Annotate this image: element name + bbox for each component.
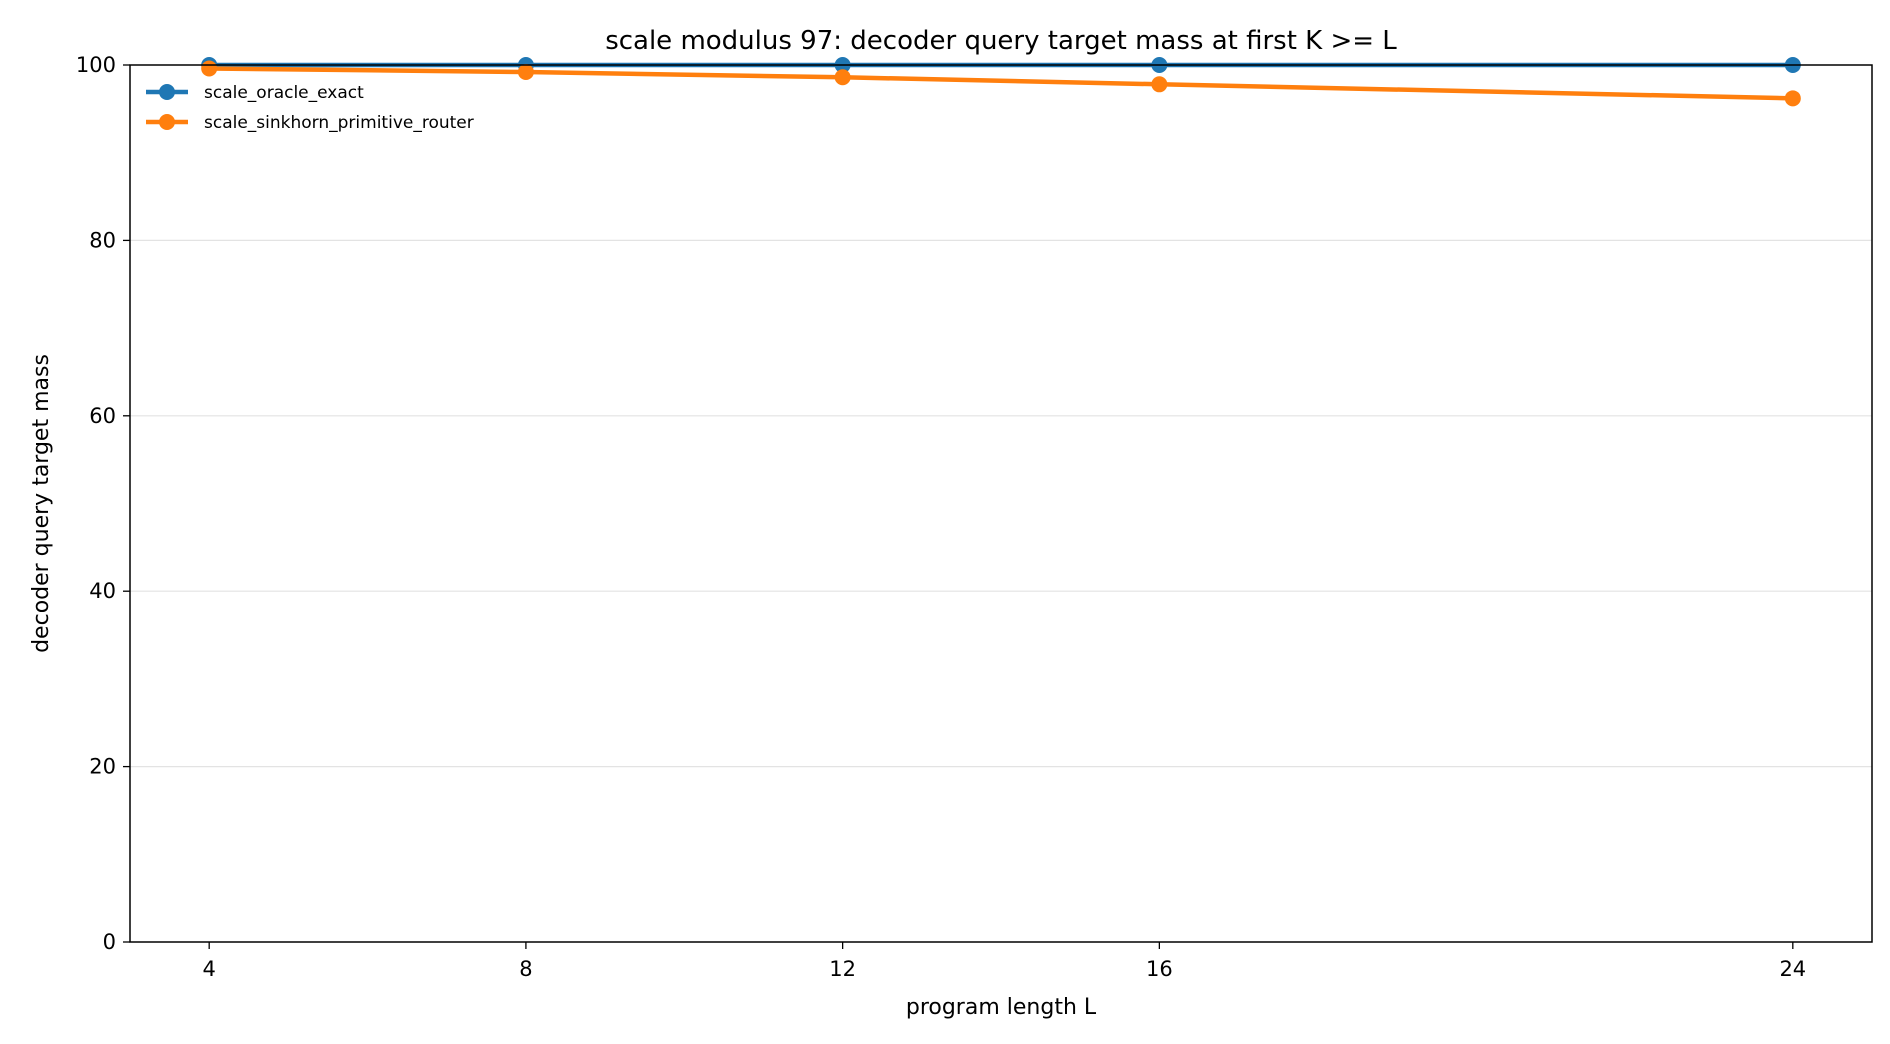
x-tick-label: 24 <box>1779 957 1806 981</box>
legend-marker <box>159 114 175 130</box>
y-tick-label: 20 <box>89 755 116 779</box>
x-tick-label: 16 <box>1146 957 1173 981</box>
chart-title: scale modulus 97: decoder query target m… <box>605 26 1397 56</box>
x-tick-label: 4 <box>202 957 215 981</box>
x-axis-label: program length L <box>906 995 1097 1020</box>
y-axis-label: decoder query target mass <box>29 354 54 653</box>
legend-item: scale_oracle_exact <box>146 83 364 103</box>
data-point <box>1784 90 1801 107</box>
legend-marker <box>159 84 175 100</box>
legend: scale_oracle_exact scale_sinkhorn_primiti… <box>146 83 474 133</box>
axis-ticks: 0 20 40 60 80 100 4 8 12 16 24 <box>76 53 1806 981</box>
x-tick-label: 8 <box>519 957 532 981</box>
legend-item: scale_sinkhorn_primitive_router <box>146 113 474 133</box>
grid-lines <box>130 239 1872 768</box>
data-point <box>517 64 534 81</box>
y-tick-label: 60 <box>89 404 116 428</box>
data-point <box>1151 76 1168 93</box>
x-tick-label: 12 <box>829 957 856 981</box>
data-point <box>834 69 851 86</box>
plot-frame <box>129 64 1873 943</box>
y-tick-label: 40 <box>89 579 116 603</box>
series-scale_sinkhorn_primitive_router <box>201 60 1801 107</box>
y-tick-label: 80 <box>89 228 116 252</box>
y-tick-label: 0 <box>103 930 116 954</box>
data-point <box>201 60 218 77</box>
y-tick-label: 100 <box>76 53 116 77</box>
legend-label: scale_oracle_exact <box>204 83 364 103</box>
legend-label: scale_sinkhorn_primitive_router <box>204 113 474 133</box>
